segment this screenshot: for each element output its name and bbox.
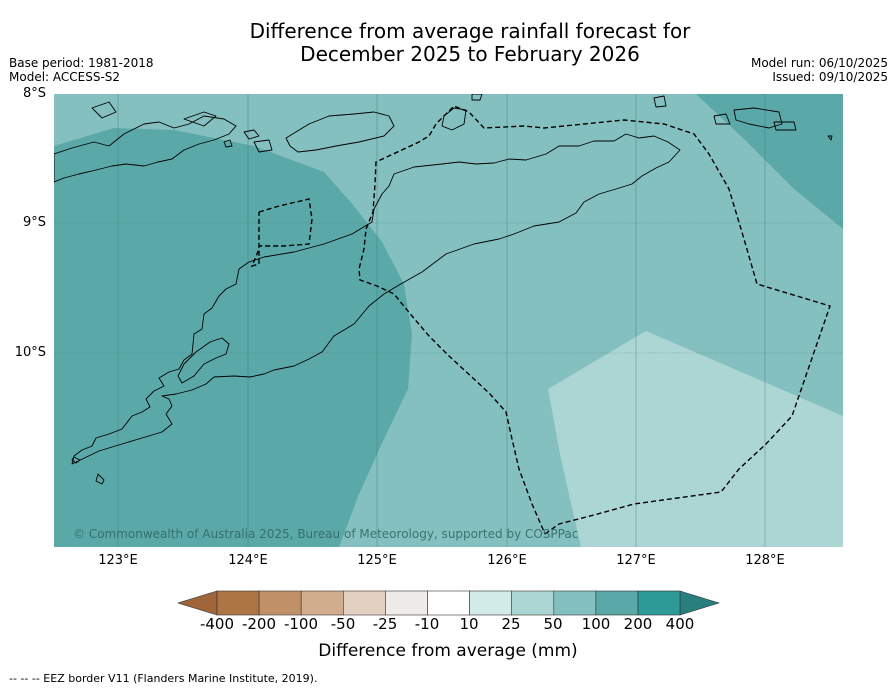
- colorbar-cell: [343, 590, 386, 616]
- coastline-islet-romang: [441, 107, 467, 131]
- colorbar-cell: [385, 590, 428, 616]
- colorbar-tick: -25: [372, 615, 398, 633]
- map-svg: [54, 94, 843, 547]
- coastline-islet-ne-2: [733, 107, 783, 129]
- run-info: Model run: 06/10/2025 Issued: 09/10/2025: [751, 56, 888, 84]
- colorbar-tick: 50: [543, 615, 563, 633]
- colorbar-cell: [216, 590, 260, 616]
- colorbar-extension-low: [176, 590, 218, 616]
- colorbar-tick: 400: [665, 615, 695, 633]
- colorbar: [176, 589, 721, 621]
- band-50-southeast-region: [548, 331, 843, 547]
- coastline-wetar: [285, 111, 395, 153]
- graticule: [54, 94, 843, 547]
- colorbar-tick: -200: [241, 615, 277, 633]
- colorbar-cell: [427, 590, 470, 616]
- colorbar-tick: -100: [283, 615, 319, 633]
- lon-label-127e: 127°E: [616, 553, 656, 568]
- colorbar-cell: [637, 590, 681, 616]
- coastline-islet-kisar: [471, 94, 483, 101]
- colorbar-cell: [511, 590, 555, 616]
- lon-label-128e: 128°E: [745, 553, 785, 568]
- lat-label-10s: 10°S: [14, 345, 46, 360]
- colorbar-cell: [595, 590, 639, 616]
- colorbar-cells: [176, 590, 721, 616]
- coastline-islet-ne-3: [713, 113, 731, 125]
- title-line-1: Difference from average rainfall forecas…: [249, 19, 691, 43]
- lon-label-126e: 126°E: [487, 553, 527, 568]
- coastline-north-islet-e: [253, 139, 273, 153]
- lon-label-125e: 125°E: [357, 553, 397, 568]
- coastline-north-west-islands: [54, 115, 237, 183]
- coastlines: [54, 94, 833, 485]
- colorbar-cell: [469, 590, 513, 616]
- coastline-islet-ne-4: [773, 121, 797, 131]
- title-line-2: December 2025 to February 2026: [300, 42, 640, 66]
- lat-label-9s: 9°S: [22, 215, 46, 230]
- colorbar-svg: [176, 590, 721, 616]
- coastline-islet-ne-1: [653, 95, 667, 108]
- eez-border-oecusse: [250, 198, 313, 268]
- coastline-north-islet-d: [223, 139, 233, 148]
- map-panel: [54, 94, 843, 547]
- coastline-timor: [71, 133, 681, 465]
- colorbar-tick: 10: [459, 615, 479, 633]
- lon-label-124e: 124°E: [228, 553, 268, 568]
- model-run-text: Model run: 06/10/2025: [750, 56, 888, 70]
- colorbar-tick: -50: [330, 615, 356, 633]
- issued-text: Issued: 09/10/2025: [772, 70, 888, 84]
- colorbar-cell: [553, 590, 597, 616]
- eez-border-main: [358, 105, 831, 535]
- coastline-islet-1: [95, 473, 105, 485]
- map-title: Difference from average rainfall forecas…: [200, 20, 740, 66]
- band-200-northeast-region: [696, 94, 843, 229]
- model-text: Model: ACCESS-S2: [9, 70, 121, 84]
- colorbar-tick: 200: [623, 615, 653, 633]
- eez-borders: [250, 105, 831, 535]
- lon-label-123e: 123°E: [98, 553, 138, 568]
- coastline-north-islet-c: [243, 129, 260, 140]
- eez-legend-footer: -- -- -- EEZ border V11 (Flanders Marine…: [9, 672, 318, 685]
- colorbar-tick: -400: [199, 615, 235, 633]
- coastline-alor: [177, 337, 230, 384]
- colorbar-cell: [258, 590, 302, 616]
- colorbar-cell: [300, 590, 344, 616]
- coastline-north-islet-b: [183, 111, 217, 127]
- coastline-islet-2: [71, 456, 81, 464]
- colorbar-extension-high: [679, 590, 721, 616]
- colorbar-tick: -10: [414, 615, 440, 633]
- copyright-notice: © Commonwealth of Australia 2025, Bureau…: [73, 527, 579, 541]
- model-info: Base period: 1981-2018 Model: ACCESS-S2: [9, 56, 154, 84]
- colorbar-tick: 25: [501, 615, 521, 633]
- base-period-text: Base period: 1981-2018: [9, 56, 154, 70]
- coastline-north-islet-a: [91, 101, 117, 119]
- coastline-islet-ne-5: [827, 135, 833, 141]
- colorbar-tick: 100: [581, 615, 611, 633]
- colorbar-label: Difference from average (mm): [318, 641, 578, 661]
- lat-label-8s: 8°S: [22, 86, 46, 101]
- band-200-west-region: [54, 128, 412, 547]
